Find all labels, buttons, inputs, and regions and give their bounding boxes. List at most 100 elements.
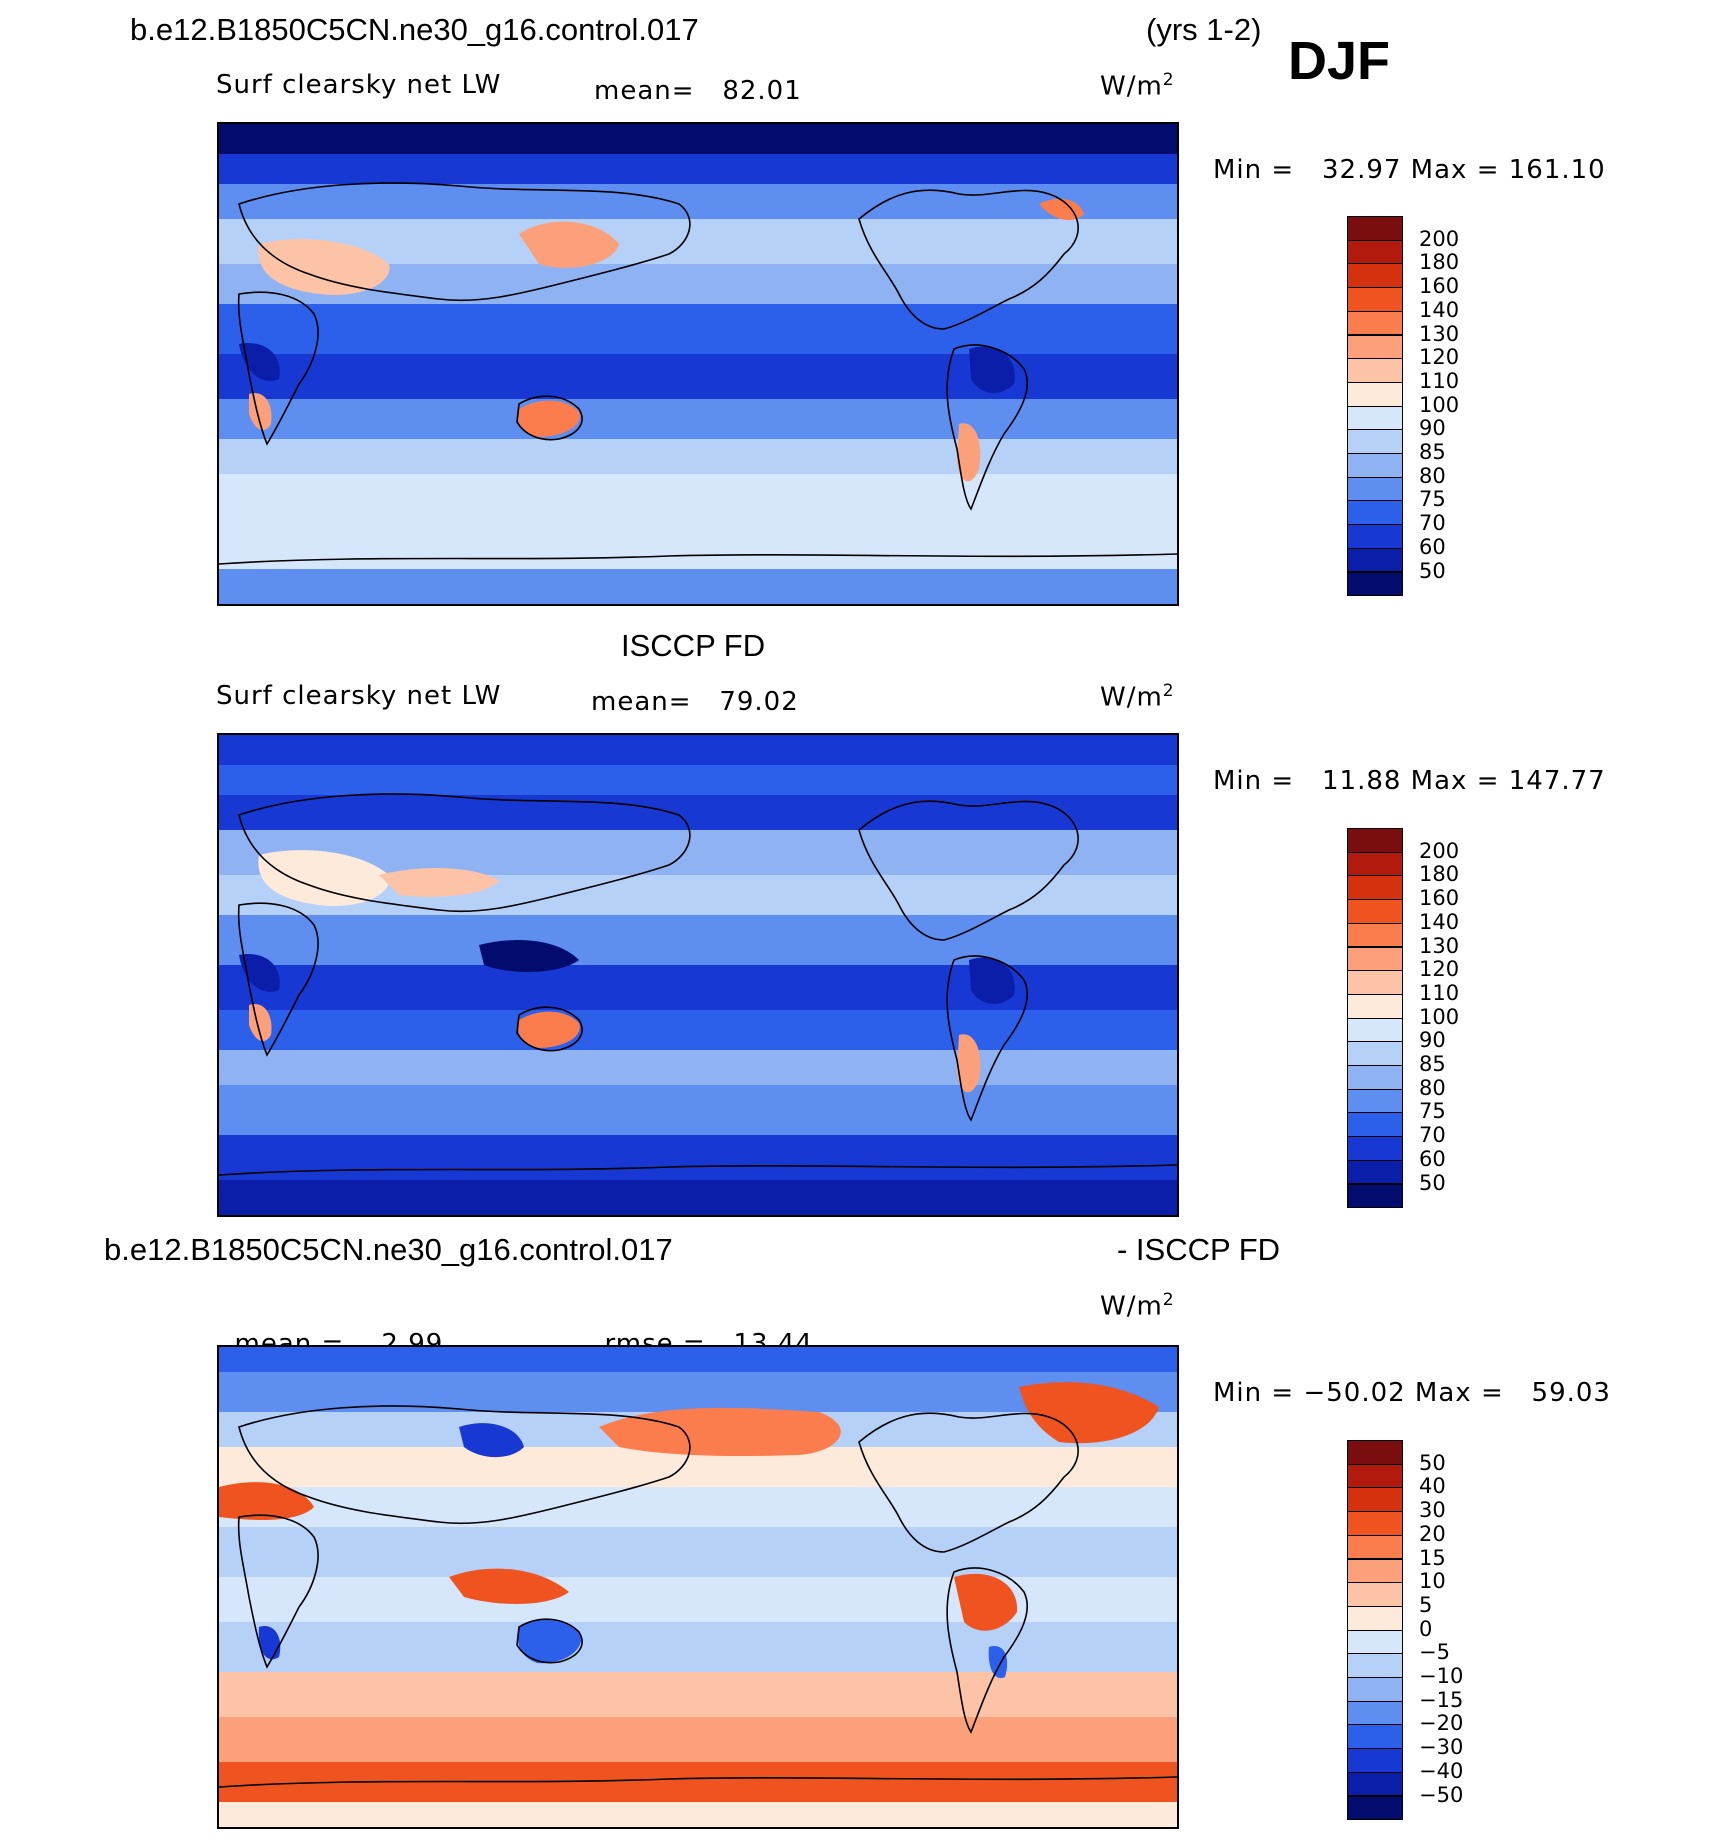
coastline bbox=[946, 955, 1029, 1122]
panel2-map-band bbox=[219, 830, 1177, 875]
panel2-units: W/m2 bbox=[1100, 681, 1175, 713]
coastline bbox=[858, 189, 1079, 330]
panel2-map-band bbox=[219, 1135, 1177, 1180]
warm-patch bbox=[518, 400, 580, 437]
panel1-colorbar-swatch bbox=[1347, 405, 1403, 431]
coastline bbox=[238, 182, 691, 302]
panel1-mean-value: 82.01 bbox=[722, 76, 802, 106]
panel1-mean: mean= 82.01 bbox=[594, 76, 802, 106]
panel2-colorbar-tick-label: 80 bbox=[1419, 1075, 1446, 1100]
panel3-colorbar-tick-label: 50 bbox=[1419, 1450, 1446, 1475]
cold-patch bbox=[479, 940, 579, 972]
panel2-colorbar-tick-label: 160 bbox=[1419, 886, 1460, 911]
panel1-map-band bbox=[219, 154, 1177, 184]
panel1-units: W/m2 bbox=[1100, 70, 1175, 102]
panel3-colorbar-swatch bbox=[1347, 1724, 1403, 1750]
panel1-colorbar-swatch bbox=[1347, 334, 1403, 360]
panel3-colorbar-swatch bbox=[1347, 1511, 1403, 1536]
panel3-colorbar-swatch bbox=[1347, 1558, 1403, 1584]
panel2-mean-value: 79.02 bbox=[719, 687, 799, 717]
panel1-colorbar: 200 180 160 140 130 120 110 100 90 85 80 75 70 60 50 bbox=[1347, 216, 1487, 597]
panel2-colorbar-swatch bbox=[1347, 875, 1403, 901]
panel1-colorbar-tick-label: 90 bbox=[1419, 416, 1446, 441]
panel3-map-band bbox=[219, 1577, 1177, 1622]
panel1-colorbar-swatch bbox=[1347, 216, 1403, 241]
panel3-colorbar: 50 40 30 20 15 10 5 0 −5 −10 −15 −20 −30 −40 −50 bbox=[1347, 1440, 1487, 1821]
panel3-colorbar-swatch bbox=[1347, 1605, 1403, 1631]
cold-patch bbox=[988, 1646, 1008, 1679]
years-label: (yrs 1-2) bbox=[1146, 12, 1262, 47]
panel3-units-base: W/m bbox=[1100, 1291, 1163, 1322]
warm-patch bbox=[379, 868, 499, 897]
panel1-colorbar-swatch bbox=[1347, 547, 1403, 573]
panel1-mean-label: mean= bbox=[594, 76, 695, 106]
panel2-colorbar-swatch bbox=[1347, 1088, 1403, 1114]
panel1-map bbox=[217, 122, 1179, 606]
panel1-colorbar-swatch bbox=[1347, 453, 1403, 478]
panel3-colorbar-swatch bbox=[1347, 1534, 1403, 1560]
coastline bbox=[219, 1164, 1177, 1176]
panel3-colorbar-swatch bbox=[1347, 1700, 1403, 1726]
warm-patch bbox=[449, 1568, 569, 1604]
panel1-colorbar-swatch bbox=[1347, 429, 1403, 454]
panel1-colorbar-swatch bbox=[1347, 239, 1403, 265]
panel3-colorbar-swatch bbox=[1347, 1463, 1403, 1489]
panel3-colorbar-tick-label: 10 bbox=[1419, 1569, 1446, 1594]
coastline bbox=[237, 291, 319, 446]
coastline bbox=[516, 1006, 583, 1052]
panel2-colorbar-tick-label: 140 bbox=[1419, 909, 1460, 934]
panel2-map-band bbox=[219, 1050, 1177, 1085]
panel1-colorbar-tick-label: 75 bbox=[1419, 487, 1446, 512]
warm-patch bbox=[258, 239, 390, 295]
panel1-map-band bbox=[219, 524, 1177, 569]
panel3-colorbar-swatch bbox=[1347, 1653, 1403, 1678]
panel2-map-band bbox=[219, 735, 1177, 765]
panel1-colorbar-swatch bbox=[1347, 500, 1403, 526]
coastline bbox=[237, 902, 319, 1057]
panel2-colorbar-swatch bbox=[1347, 1041, 1403, 1066]
panel2-colorbar-tick-label: 85 bbox=[1419, 1052, 1446, 1076]
panel3-colorbar-tick-label: 40 bbox=[1419, 1474, 1446, 1499]
panel3-colorbar-tick-label: −10 bbox=[1419, 1664, 1464, 1688]
panel2-map bbox=[217, 733, 1179, 1217]
panel1-colorbar-tick-label: 120 bbox=[1419, 345, 1460, 370]
panel2-colorbar-swatch bbox=[1347, 970, 1403, 995]
panel3-map-band bbox=[219, 1527, 1177, 1577]
panel3-colorbar-tick-label: 15 bbox=[1419, 1545, 1446, 1570]
panel2-colorbar-tick-label: 90 bbox=[1419, 1028, 1446, 1053]
panel2-map-band bbox=[219, 1180, 1177, 1215]
panel2-map-band bbox=[219, 915, 1177, 965]
warm-patch bbox=[1019, 1382, 1159, 1444]
panel1-colorbar-tick-label: 100 bbox=[1419, 392, 1460, 417]
panel3-colorbar-swatch bbox=[1347, 1795, 1403, 1821]
panel3-colorbar-swatch bbox=[1347, 1677, 1403, 1702]
panel3-map-band bbox=[219, 1347, 1177, 1372]
panel1-colorbar-tick-label: 130 bbox=[1419, 321, 1460, 346]
coastline bbox=[238, 1405, 691, 1525]
coastline bbox=[219, 553, 1177, 565]
warm-patch bbox=[258, 850, 390, 906]
coastline bbox=[238, 793, 691, 913]
panel2-colorbar-swatch bbox=[1347, 828, 1403, 853]
panel3-map bbox=[217, 1345, 1179, 1829]
coastline bbox=[516, 395, 583, 441]
panel3-colorbar-tick-label: −5 bbox=[1419, 1640, 1450, 1665]
coastline bbox=[516, 1618, 583, 1664]
panel1-units-base: W/m bbox=[1100, 71, 1163, 102]
panel3-colorbar-swatch bbox=[1347, 1440, 1403, 1465]
panel2-colorbar-swatch bbox=[1347, 946, 1403, 972]
panel3-colorbar-tick-label: −50 bbox=[1419, 1782, 1464, 1807]
warm-patch bbox=[518, 1011, 580, 1048]
panel3-map-band bbox=[219, 1717, 1177, 1762]
panel1-map-band bbox=[219, 569, 1177, 604]
panel3-colorbar-tick-label: 30 bbox=[1419, 1498, 1446, 1523]
panel2-colorbar-swatch bbox=[1347, 1136, 1403, 1161]
coastline bbox=[858, 1412, 1079, 1553]
cold-patch bbox=[517, 1620, 582, 1664]
panel1-colorbar-swatch bbox=[1347, 524, 1403, 549]
panel2-colorbar-swatch bbox=[1347, 899, 1403, 924]
panel3-map-band bbox=[219, 1672, 1177, 1717]
panel2-mean: mean= 79.02 bbox=[591, 687, 799, 717]
panel2-variable-label: Surf clearsky net LW bbox=[216, 681, 502, 711]
cold-patch bbox=[969, 346, 1015, 394]
